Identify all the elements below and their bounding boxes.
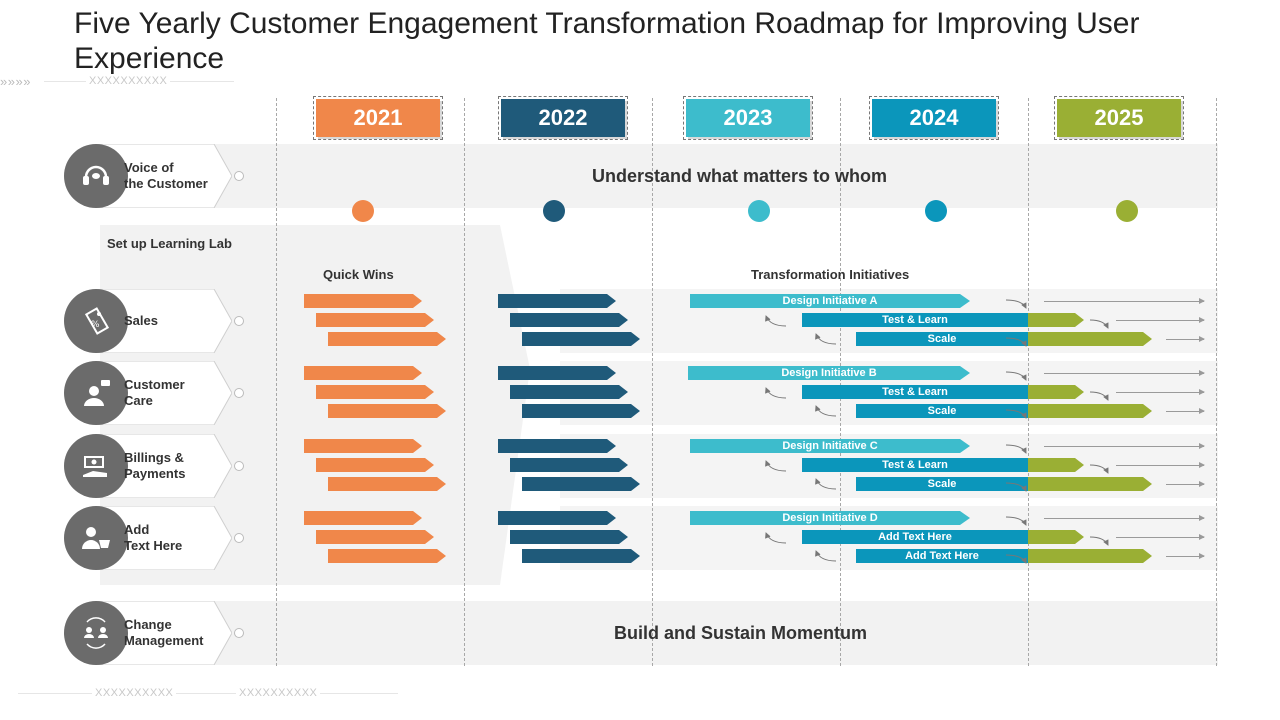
- year-2023: 2023: [683, 96, 813, 140]
- learning-lab-heading: Set up Learning Lab: [107, 236, 232, 251]
- money-hand-icon: [64, 434, 128, 498]
- column-divider: [652, 98, 653, 666]
- support-agent-icon: [64, 361, 128, 425]
- decorative-line-bottom: [18, 693, 398, 694]
- curved-connector: [1005, 371, 1027, 381]
- curved-connector: [1005, 516, 1027, 526]
- timeline-dot-2025: [1116, 200, 1138, 222]
- curved-connector: [1089, 536, 1109, 546]
- scale-c: Scale: [856, 477, 1028, 491]
- test-learn-d: Add Text Here: [802, 530, 1028, 544]
- year-2024: 2024: [869, 96, 999, 140]
- design-initiative-d: Design Initiative D: [690, 511, 970, 525]
- people-cycle-icon: [64, 601, 128, 665]
- row-label-text: Billings & Payments: [124, 450, 186, 481]
- curved-connector: [815, 478, 837, 490]
- timeline-dot-2024: [925, 200, 947, 222]
- column-divider: [276, 98, 277, 666]
- top-band: [200, 144, 1218, 208]
- design-initiative-b: Design Initiative B: [688, 366, 970, 380]
- transformation-heading: Transformation Initiatives: [751, 267, 910, 282]
- curved-connector: [815, 333, 837, 345]
- decorative-placeholder-2: XXXXXXXXXX: [236, 687, 321, 699]
- year-2025: 2025: [1054, 96, 1184, 140]
- scale-b: Scale: [856, 404, 1028, 418]
- test-learn-a: Test & Learn: [802, 313, 1028, 327]
- top-band-text: Understand what matters to whom: [592, 166, 888, 186]
- curved-connector: [765, 387, 787, 399]
- page-title: Five Yearly Customer Engagement Transfor…: [74, 7, 1140, 75]
- timeline-dot-2021: [352, 200, 374, 222]
- curved-connector: [765, 460, 787, 472]
- timeline-dot-2023: [748, 200, 770, 222]
- curved-connector: [1005, 299, 1027, 309]
- scale-a: Scale: [856, 332, 1028, 346]
- curved-connector: [1089, 319, 1109, 329]
- scale-d: Add Text Here: [856, 549, 1028, 563]
- connector-circle: [234, 316, 244, 326]
- user-cart-icon: [64, 506, 128, 570]
- curved-connector: [1089, 464, 1109, 474]
- quick-wins-heading: Quick Wins: [323, 267, 394, 282]
- curved-connector: [1005, 554, 1027, 564]
- decorative-placeholder-1: XXXXXXXXXX: [92, 687, 177, 699]
- row-sales: % Sales: [64, 289, 244, 353]
- test-learn-c: Test & Learn: [802, 458, 1028, 472]
- bottom-band-text: Build and Sustain Momentum: [614, 623, 868, 643]
- row-label-text: Customer Care: [124, 377, 185, 408]
- row-label-text: Add Text Here: [124, 522, 183, 553]
- row-label-text: Sales: [124, 313, 158, 328]
- design-initiative-a: Design Initiative A: [690, 294, 970, 308]
- connector-circle: [234, 388, 244, 398]
- curved-connector: [1005, 409, 1027, 419]
- column-divider: [1216, 98, 1217, 666]
- connector-circle: [234, 628, 244, 638]
- row-add-text: Add Text Here: [64, 506, 244, 570]
- row-voice-of-customer: Voice of the Customer: [64, 144, 244, 208]
- svg-text:%: %: [91, 320, 100, 330]
- row-customer-care: Customer Care: [64, 361, 244, 425]
- curved-connector: [1005, 337, 1027, 347]
- connector-circle: [234, 533, 244, 543]
- timeline-dot-2022: [543, 200, 565, 222]
- year-2022: 2022: [498, 96, 628, 140]
- connector-circle: [234, 171, 244, 181]
- bottom-band: [200, 601, 1218, 665]
- curved-connector: [1005, 482, 1027, 492]
- column-divider: [840, 98, 841, 666]
- column-divider: [464, 98, 465, 666]
- decorative-arrows: »»»»: [0, 74, 31, 89]
- connector-circle: [234, 461, 244, 471]
- curved-connector: [1005, 444, 1027, 454]
- decorative-placeholder: XXXXXXXXXX: [86, 75, 171, 87]
- curved-connector: [815, 405, 837, 417]
- test-learn-b: Test & Learn: [802, 385, 1028, 399]
- design-initiative-c: Design Initiative C: [690, 439, 970, 453]
- price-tag-icon: %: [64, 289, 128, 353]
- curved-connector: [765, 532, 787, 544]
- row-label-text: Voice of the Customer: [124, 160, 208, 191]
- row-label-text: Change Management: [124, 617, 204, 648]
- column-divider: [1028, 98, 1029, 666]
- headset-icon: [64, 144, 128, 208]
- curved-connector: [1089, 391, 1109, 401]
- year-2021: 2021: [313, 96, 443, 140]
- curved-connector: [815, 550, 837, 562]
- row-billings-payments: Billings & Payments: [64, 434, 244, 498]
- row-change-management: Change Management: [64, 601, 244, 665]
- curved-connector: [765, 315, 787, 327]
